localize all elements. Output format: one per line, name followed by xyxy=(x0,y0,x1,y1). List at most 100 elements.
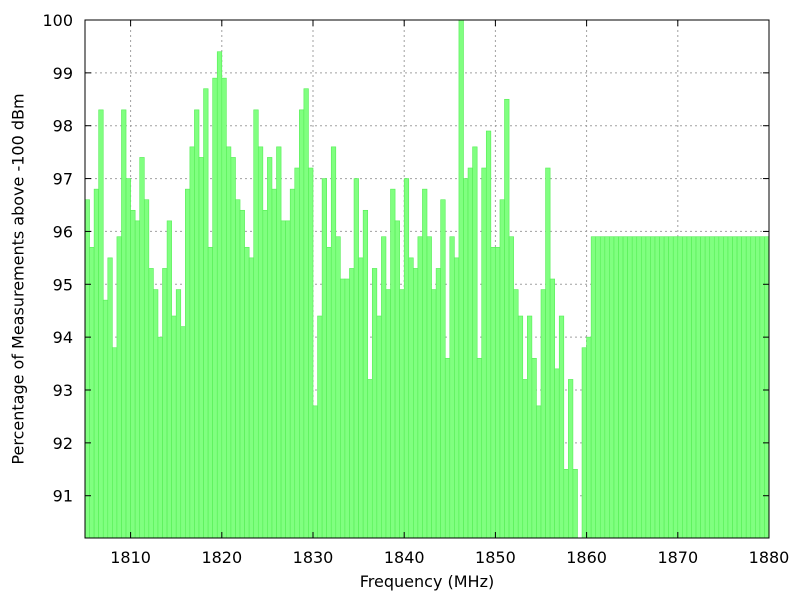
bar xyxy=(718,236,724,539)
bar xyxy=(125,178,131,539)
bar xyxy=(522,379,528,539)
bar xyxy=(745,236,752,539)
bar xyxy=(558,315,565,539)
bar xyxy=(308,167,314,539)
bar xyxy=(490,246,496,539)
x-tick-label: 1880 xyxy=(749,548,790,567)
bar xyxy=(157,336,163,539)
y-tick-label: 93 xyxy=(53,381,73,400)
bar xyxy=(618,236,624,539)
bar xyxy=(700,236,706,539)
y-tick-label: 100 xyxy=(42,11,73,30)
bar xyxy=(408,257,414,539)
bar xyxy=(554,368,560,539)
bar xyxy=(112,347,118,539)
bars xyxy=(84,19,770,539)
bar xyxy=(472,146,478,539)
bar xyxy=(581,347,587,539)
bar xyxy=(755,236,761,539)
bar xyxy=(590,236,597,539)
bar xyxy=(143,199,150,539)
bar xyxy=(417,236,423,539)
bar xyxy=(609,236,615,539)
bar xyxy=(385,289,391,539)
bar xyxy=(221,77,227,539)
bar xyxy=(212,77,218,539)
y-tick-labels: 91 92 93 94 95 96 97 98 99 100 xyxy=(42,11,73,506)
bar xyxy=(517,315,524,539)
bar xyxy=(499,199,505,539)
bar xyxy=(253,109,259,539)
bar xyxy=(549,278,555,539)
bar xyxy=(371,268,378,539)
bar xyxy=(513,289,519,539)
bar xyxy=(403,178,410,539)
y-tick-label: 94 xyxy=(53,328,73,347)
bar xyxy=(271,188,277,539)
bar xyxy=(750,236,756,539)
bar xyxy=(203,88,209,539)
bar xyxy=(166,220,172,539)
bar xyxy=(267,157,273,539)
bar xyxy=(89,246,95,539)
bar xyxy=(399,289,405,539)
bar xyxy=(244,246,250,539)
bar xyxy=(93,188,99,539)
y-axis-title: Percentage of Measurements above -100 dB… xyxy=(9,93,28,464)
bar xyxy=(677,236,683,539)
bar xyxy=(682,236,688,539)
bar xyxy=(663,236,669,539)
bar xyxy=(713,236,720,539)
bar xyxy=(586,336,592,539)
y-tick-label: 92 xyxy=(53,434,73,453)
x-axis-title: Frequency (MHz) xyxy=(360,572,494,591)
bar xyxy=(299,109,305,539)
bar xyxy=(84,199,90,539)
x-tick-label: 1860 xyxy=(566,548,607,567)
x-tick-labels: 1810 1820 1830 1840 1850 1860 1870 1880 xyxy=(110,548,789,567)
bar xyxy=(727,236,733,539)
y-tick-label: 97 xyxy=(53,170,73,189)
bar xyxy=(148,268,154,539)
y-tick-label: 99 xyxy=(53,64,73,83)
x-tick-label: 1810 xyxy=(110,548,151,567)
bar xyxy=(321,178,327,539)
y-tick-label: 96 xyxy=(53,222,73,241)
bar xyxy=(130,209,136,539)
bar xyxy=(540,289,546,539)
bar xyxy=(467,167,473,539)
bar xyxy=(367,379,373,539)
bar xyxy=(317,315,323,539)
bar xyxy=(741,236,747,539)
bar xyxy=(289,188,296,539)
bar xyxy=(536,405,542,539)
bar xyxy=(216,51,223,539)
bar xyxy=(504,98,510,539)
bar xyxy=(312,405,318,539)
bar xyxy=(485,130,492,539)
bar xyxy=(599,236,606,539)
bar xyxy=(481,167,487,539)
bar xyxy=(668,236,674,539)
bar xyxy=(435,268,441,539)
bar xyxy=(495,246,501,539)
bar xyxy=(527,315,533,539)
bar xyxy=(171,315,177,539)
bar xyxy=(463,178,469,539)
bar xyxy=(180,326,186,539)
bar xyxy=(189,146,195,539)
bar xyxy=(444,357,451,539)
bar xyxy=(98,109,104,539)
bar xyxy=(595,236,601,539)
bar xyxy=(262,209,268,539)
bar xyxy=(454,257,460,539)
bar xyxy=(102,299,109,539)
bar xyxy=(531,357,537,539)
bar xyxy=(732,236,738,539)
bar xyxy=(326,246,332,539)
bar xyxy=(764,236,770,539)
bar xyxy=(476,357,483,539)
bar xyxy=(362,209,369,539)
bar xyxy=(235,199,241,539)
